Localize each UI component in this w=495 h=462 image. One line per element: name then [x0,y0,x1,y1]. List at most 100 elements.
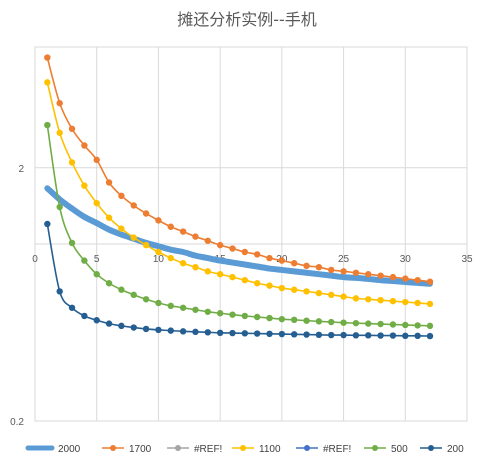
data-point [229,273,236,281]
data-point [389,273,397,281]
data-point [303,288,310,295]
data-point [68,304,76,311]
data-point [81,182,88,189]
legend-marker [175,445,181,451]
data-point [328,291,335,299]
data-point [118,192,125,200]
data-point [426,332,434,340]
data-point [328,331,335,339]
data-point [142,325,150,333]
data-point [167,223,174,230]
data-point [93,199,100,207]
data-point [291,331,298,338]
data-point [68,159,76,166]
data-point [167,302,174,310]
data-point [192,328,199,336]
data-point [389,332,397,339]
data-point [241,330,249,337]
x-tick-label: 30 [400,254,412,265]
data-point [56,203,63,211]
data-point [402,275,409,282]
data-point [253,280,261,287]
data-point [278,284,286,292]
data-point [253,330,261,337]
series-line-2000 [44,185,433,287]
plot-border [34,46,468,422]
legend-label: 1700 [129,444,152,455]
data-point [315,331,323,339]
x-tick-label: 25 [338,254,350,265]
data-point [229,329,236,337]
legend: 2000 1700 #REF! 1100 #REF! 500 200 [25,444,464,455]
data-point [340,331,347,339]
data-point [414,332,421,340]
axes: 0510152025303520.2 [10,164,473,428]
data-point [315,263,323,271]
data-point [365,332,372,339]
data-point [278,330,286,338]
x-tick-label: 10 [153,254,165,265]
data-point [130,202,137,209]
data-point [303,317,310,324]
data-point [426,278,434,285]
data-point [216,271,224,278]
legend-item: #REF! [296,444,351,455]
data-point [253,251,261,258]
data-point [352,269,360,276]
series-line-1700 [46,56,431,283]
data-point [377,332,384,339]
series-500 [44,121,434,330]
data-point [192,263,199,271]
data-point [216,329,224,337]
data-point [402,332,409,340]
legend-label: #REF! [194,444,222,455]
data-point [44,79,51,86]
data-point [142,241,150,249]
data-point [216,241,224,249]
data-point [389,321,397,328]
data-point [426,322,434,330]
data-point [315,289,323,297]
data-point [229,311,236,318]
data-point [291,286,298,293]
legend-marker [110,445,116,451]
data-point [81,257,88,264]
y-tick-label: 0.2 [10,417,24,428]
legend-item: #REF! [167,444,222,455]
data-point [105,214,113,221]
data-point [266,282,273,289]
data-point [44,121,51,129]
series-2000 [44,185,433,287]
data-point [303,262,310,270]
legend-label: 500 [391,444,408,455]
data-point [278,257,286,264]
data-point [118,225,125,232]
series-line-1100 [46,81,431,305]
data-point [414,299,421,307]
legend-label: 1100 [259,444,281,455]
series-1100 [44,79,434,308]
data-point [105,320,113,327]
data-point [155,326,162,334]
data-point [377,296,384,304]
data-point [204,268,211,275]
legend-label: #REF! [323,444,351,455]
data-point [118,322,125,330]
legend-item: 500 [364,444,408,455]
data-point [179,304,187,311]
data-point [328,318,335,326]
data-point [278,315,286,323]
data-point [253,313,261,321]
data-point [56,288,63,295]
legend-item: 1100 [232,444,281,455]
data-point [377,272,384,279]
data-point [241,248,249,256]
series-1700 [44,54,434,285]
legend-marker [428,445,434,451]
data-point [352,332,360,339]
data-point [155,217,162,224]
data-point [130,291,137,299]
data-point [365,271,372,278]
data-point [56,99,63,107]
